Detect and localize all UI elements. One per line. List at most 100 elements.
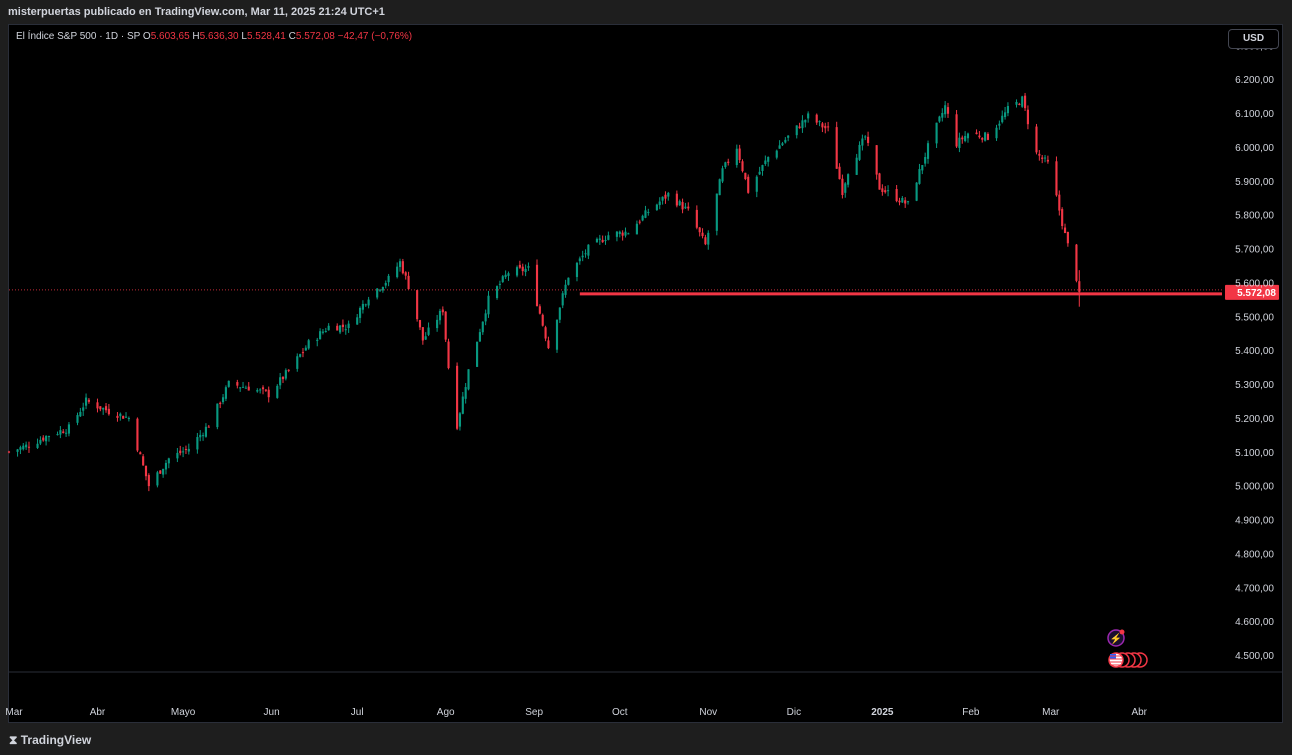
currency-button[interactable]: USD xyxy=(1228,29,1279,49)
candle xyxy=(139,451,142,455)
lightning-event-icon: ⚡ xyxy=(1107,629,1125,647)
candle xyxy=(527,262,530,271)
candle-body xyxy=(684,206,687,209)
candle-body xyxy=(538,306,541,314)
candle-body xyxy=(1046,159,1049,162)
candle xyxy=(946,102,950,118)
candle-body xyxy=(147,475,150,487)
candle xyxy=(627,232,630,235)
brand-name: TradingView xyxy=(20,733,92,747)
candle xyxy=(758,166,761,176)
candle-body xyxy=(344,329,347,331)
candle-body xyxy=(527,266,530,268)
candle-body xyxy=(324,330,327,332)
price-axis: 4.500,00 4.600,00 4.700,00 4.800,00 4.900,00… xyxy=(1235,41,1274,662)
candle-body xyxy=(464,387,467,399)
candle-body xyxy=(847,174,850,185)
candle xyxy=(564,279,567,298)
candle xyxy=(827,122,830,132)
candle xyxy=(418,319,422,331)
candle-body xyxy=(339,325,342,333)
candle-body xyxy=(795,125,798,136)
open-label: O xyxy=(142,31,151,42)
candle xyxy=(504,270,507,280)
candle-body xyxy=(647,211,650,213)
candle-body xyxy=(387,275,390,283)
candle-body xyxy=(784,139,787,143)
time-axis-label: Jun xyxy=(264,707,280,718)
candle-body xyxy=(36,443,39,448)
candle xyxy=(567,277,570,286)
candle-body xyxy=(1041,157,1044,159)
chart-frame[interactable] xyxy=(8,24,1283,723)
time-axis-label: Mar xyxy=(1042,707,1060,718)
time-axis-label: 2025 xyxy=(871,707,894,718)
candle xyxy=(276,384,279,399)
candle-body xyxy=(447,341,450,369)
candles-layer xyxy=(7,92,1081,492)
candle xyxy=(895,184,898,203)
candle-body xyxy=(886,190,890,192)
candle xyxy=(164,460,168,475)
candle-body xyxy=(284,370,287,379)
candle-body xyxy=(159,470,162,474)
candle xyxy=(284,368,287,381)
candle xyxy=(584,249,587,258)
candle xyxy=(444,311,447,343)
candle-body xyxy=(547,340,550,349)
candle-body xyxy=(347,323,350,328)
candle-body xyxy=(196,437,199,450)
candle xyxy=(287,369,290,373)
candle xyxy=(304,345,307,351)
candle xyxy=(986,132,990,141)
candle-body xyxy=(162,468,165,475)
candle-body xyxy=(704,237,707,245)
price-axis-label: 4.600,00 xyxy=(1235,617,1274,628)
candle xyxy=(147,473,150,492)
candle xyxy=(1061,207,1064,230)
price-axis-label: 5.600,00 xyxy=(1235,278,1274,289)
candle xyxy=(864,135,867,141)
candle xyxy=(56,431,59,436)
change-value: −42,47 (−0,76%) xyxy=(337,31,413,42)
candle xyxy=(981,137,984,143)
candle-body xyxy=(915,182,918,201)
candle xyxy=(764,155,767,166)
candle-body xyxy=(955,114,958,147)
price-axis-label: 4.500,00 xyxy=(1235,651,1274,662)
candle-body xyxy=(144,465,148,477)
candle-body xyxy=(946,107,950,114)
candle xyxy=(1066,231,1069,247)
candle xyxy=(678,199,681,207)
candle xyxy=(955,109,958,148)
candle xyxy=(347,320,350,333)
candle-body xyxy=(758,171,761,175)
candle-body xyxy=(761,165,764,171)
candle xyxy=(1038,149,1041,161)
candle xyxy=(675,190,678,208)
candle-body xyxy=(918,169,921,184)
candle-body xyxy=(45,435,48,442)
candle xyxy=(104,402,108,413)
candle-body xyxy=(358,307,362,318)
candle-body xyxy=(715,193,718,231)
candle xyxy=(707,230,710,250)
candle-body xyxy=(861,138,864,146)
candle-body xyxy=(558,307,561,320)
candle-body xyxy=(356,317,359,325)
candle-body xyxy=(341,324,345,328)
candle-body xyxy=(179,450,182,454)
time-axis-label: Abr xyxy=(90,707,106,718)
bottom-bar: ⧗ TradingView xyxy=(0,724,1292,755)
candle-body xyxy=(207,426,210,428)
candle xyxy=(461,391,464,415)
candle-body xyxy=(62,431,65,433)
last-price-label: 5.572,08 xyxy=(1237,288,1276,299)
candle-body xyxy=(1063,227,1067,234)
tradingview-logo[interactable]: ⧗ TradingView xyxy=(9,733,91,748)
candle xyxy=(841,174,844,199)
candle-body xyxy=(299,354,302,357)
candle-body xyxy=(1066,231,1069,244)
symbol-name[interactable]: El Índice S&P 500 · 1D · SP xyxy=(16,31,141,42)
